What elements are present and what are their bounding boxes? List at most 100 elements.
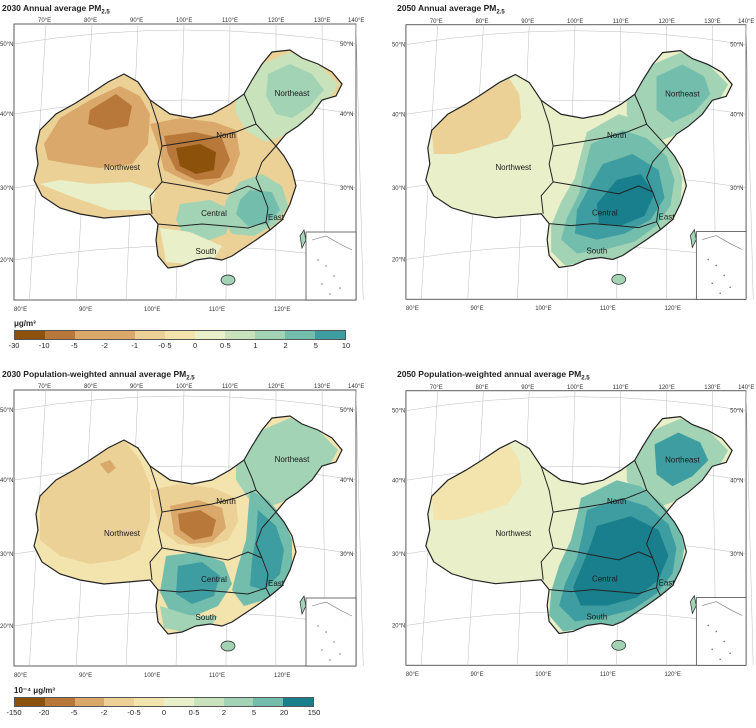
south-china-sea-inset: [305, 231, 357, 301]
pm25-contour: [656, 64, 711, 123]
latitude-label: 50°N: [0, 42, 13, 48]
inset-island: [715, 630, 718, 633]
latitude-line: [405, 396, 747, 411]
longitude-label: 130°E: [704, 385, 720, 391]
pm25-contour: [250, 510, 284, 590]
region-label-north: North: [607, 497, 626, 506]
longitude-label: 130°E: [314, 384, 330, 390]
region-boundary: [553, 181, 653, 195]
legend-tick-label: -0·5: [127, 708, 141, 717]
pm25-contour: [176, 200, 232, 242]
color-bin: [163, 698, 194, 706]
legend-tick-label: 1: [253, 341, 258, 350]
latitude-label: 20°N: [392, 257, 405, 263]
longitude-label: 110°E: [222, 384, 238, 390]
region-boundary: [161, 547, 263, 561]
hainan-island: [611, 274, 627, 285]
legend-tick-label: -2: [101, 341, 108, 350]
region-label-northwest: Northwest: [495, 163, 532, 172]
color-bin: [285, 331, 315, 339]
region-boundary: [549, 587, 657, 595]
region-label-northeast: Northeast: [665, 89, 700, 98]
inset-island: [325, 265, 327, 267]
region-label-central: Central: [201, 575, 227, 584]
pm25-contour: [160, 228, 222, 264]
longitude-label: 80°E: [84, 384, 97, 390]
region-label-northwest: Northwest: [104, 529, 141, 538]
inset-island: [729, 652, 731, 655]
map-panel-2030-annual: 50°N50°N40°N40°N30°N30°N20°N20°N70°E80°E…: [0, 14, 366, 314]
panel-title-2: 2050 Annual average PM2.5: [397, 3, 505, 16]
longitude-label: 130°E: [704, 19, 720, 25]
south-china-sea-inset: [695, 597, 747, 666]
longitude-label: 80°E: [14, 307, 27, 313]
longitude-label: 110°E: [209, 673, 225, 679]
inset-coastline: [311, 235, 353, 251]
region-boundary: [255, 527, 271, 597]
hainan-island: [220, 274, 236, 286]
map-panel-2030-population-weighted: 50°N50°N40°N40°N30°N30°N20°N20°N70°E80°E…: [0, 380, 366, 680]
region-boundary: [652, 511, 667, 529]
legend-tick-label: 0: [192, 341, 198, 350]
china-map: 50°N50°N40°N40°N30°N30°N20°N20°N70°E80°E…: [392, 19, 754, 312]
region-boundary: [261, 145, 277, 163]
color-bin: [165, 331, 195, 339]
latitude-label: 30°N: [392, 186, 405, 192]
latitude-label: 50°N: [730, 409, 743, 415]
region-label-east: East: [659, 213, 676, 222]
region-label-central: Central: [592, 575, 618, 584]
panel-title-3: 2030 Population-weighted annual average …: [2, 369, 195, 382]
inset-island: [719, 292, 721, 295]
latitude-label: 40°N: [340, 478, 353, 484]
longitude-label: 90°E: [130, 384, 143, 390]
legend-tick-label: 5: [313, 341, 318, 350]
legend-population-weighted: 10⁻⁴ μg/m³ -150 -20 -5 -2 -0·5 0 0·5 2 5 20 150: [6, 686, 320, 717]
latitude-line: [13, 395, 357, 411]
region-label-east: East: [268, 213, 285, 222]
legend-unit: μg/m³: [14, 319, 36, 328]
latitude-label: 30°N: [0, 186, 13, 192]
inset-island: [707, 258, 710, 261]
legend-tick-label: 2: [283, 341, 288, 350]
longitude-label: 80°E: [406, 306, 419, 312]
legend-tick-label: 150: [307, 708, 321, 717]
map-panel-2050-annual: 50°N50°N40°N40°N30°N30°N20°N20°N70°E80°E…: [392, 14, 756, 314]
legend-tick-label: 0·5: [219, 341, 231, 350]
region-label-south: South: [196, 613, 217, 622]
legend-tick-label: -10: [38, 341, 50, 350]
panel-title-4: 2050 Population-weighted annual average …: [397, 369, 590, 382]
legend-tick-label: -150: [6, 708, 22, 717]
china-map: 50°N50°N40°N40°N30°N30°N20°N20°N70°E80°E…: [0, 384, 364, 679]
inset-island: [723, 640, 725, 643]
longitude-label: 140°E: [738, 385, 754, 391]
color-bin: [253, 698, 284, 706]
pm25-contour: [176, 562, 220, 604]
longitude-line: [355, 389, 364, 667]
longitude-label: 110°E: [600, 672, 616, 678]
latitude-label: 20°N: [392, 623, 405, 629]
hainan-island: [611, 640, 627, 651]
longitude-label: 100°E: [567, 385, 583, 391]
longitude-label: 90°E: [130, 18, 143, 24]
pm25-contour: [176, 144, 216, 174]
longitude-label: 80°E: [84, 18, 97, 24]
color-bin: [193, 698, 224, 706]
latitude-label: 50°N: [730, 43, 743, 49]
longitude-label: 140°E: [348, 18, 364, 24]
legend-tick-label: 5: [251, 708, 257, 717]
legend-tick-label: -1: [131, 341, 139, 350]
legend-tick-label: -30: [8, 341, 20, 350]
region-boundary: [553, 123, 667, 147]
pm25-contour: [178, 510, 216, 540]
longitude-label: 90°E: [471, 306, 484, 312]
legend-tick-label: 10: [341, 341, 351, 350]
longitude-label: 120°E: [268, 18, 284, 24]
legend-ticks: -30 -10 -5 -2 -1 -0·5 0 0·5 1 2 5 10: [9, 340, 351, 350]
country-outline: [33, 49, 343, 269]
inset-coastline: [311, 601, 353, 617]
color-bin: [223, 698, 254, 706]
pm25-contour: [236, 418, 338, 508]
inset-island: [707, 624, 710, 627]
color-bin: [75, 331, 105, 339]
region-label-northwest: Northwest: [104, 163, 141, 172]
